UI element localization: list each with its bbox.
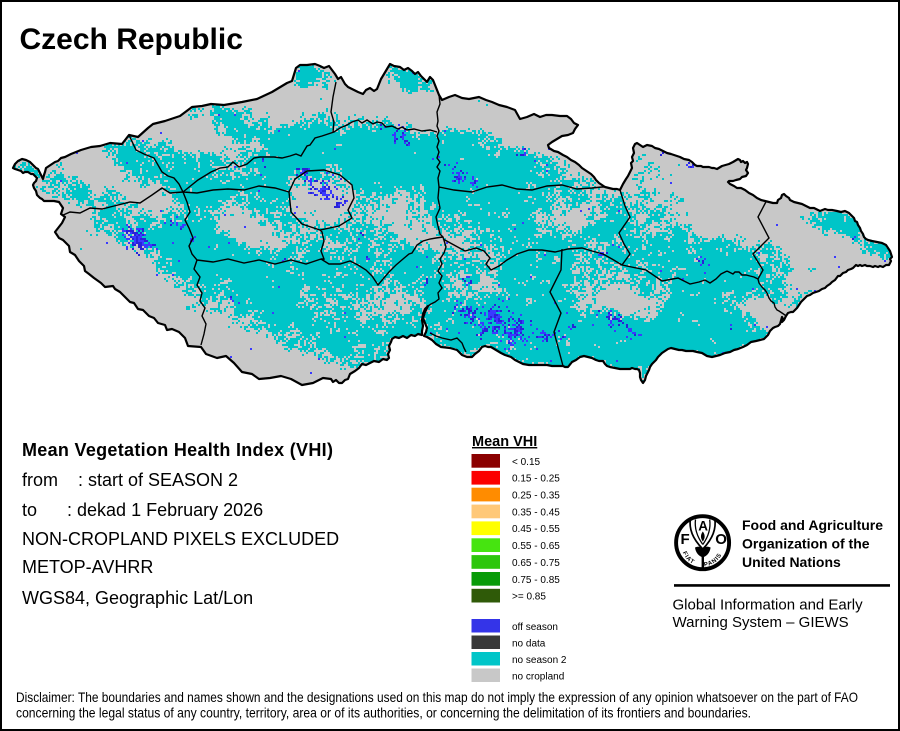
svg-text:Warning System – GIEWS: Warning System – GIEWS: [673, 614, 849, 631]
svg-text:< 0.15: < 0.15: [512, 457, 541, 468]
svg-text:>= 0.85: >= 0.85: [512, 592, 546, 603]
svg-text:0.65 - 0.75: 0.65 - 0.75: [512, 558, 560, 569]
svg-text:A: A: [698, 519, 708, 534]
svg-text:no data: no data: [512, 638, 546, 649]
svg-text:Disclaimer: The boundaries and: Disclaimer: The boundaries and names sho…: [16, 689, 858, 705]
svg-text:Mean Vegetation Health Index (: Mean Vegetation Health Index (VHI): [22, 440, 333, 460]
svg-text:from : start of SEASON 2: from : start of SEASON 2: [22, 470, 238, 490]
svg-text:off season: off season: [512, 622, 558, 633]
svg-text:Czech Republic: Czech Republic: [20, 23, 243, 56]
svg-text:O: O: [715, 531, 727, 548]
svg-text:United Nations: United Nations: [742, 554, 841, 570]
svg-text:NON-CROPLAND PIXELS EXCLUDED: NON-CROPLAND PIXELS EXCLUDED: [22, 529, 339, 549]
svg-text:METOP-AVHRR: METOP-AVHRR: [22, 557, 153, 577]
svg-text:Global Information and Early: Global Information and Early: [673, 597, 864, 614]
svg-text:Organization of the: Organization of the: [742, 536, 870, 552]
svg-text:0.15 - 0.25: 0.15 - 0.25: [512, 474, 560, 485]
svg-text:concerning the legal status of: concerning the legal status of any count…: [16, 705, 751, 721]
svg-text:WGS84, Geographic Lat/Lon: WGS84, Geographic Lat/Lon: [22, 588, 253, 608]
svg-text:0.55 - 0.65: 0.55 - 0.65: [512, 541, 560, 552]
svg-text:to : dekad 1 February 202: to : dekad 1 February 2026: [22, 500, 263, 520]
svg-text:Mean VHI: Mean VHI: [472, 434, 537, 450]
svg-text:Food and Agriculture: Food and Agriculture: [742, 517, 883, 533]
svg-text:no cropland: no cropland: [512, 671, 564, 682]
svg-text:0.45 - 0.55: 0.45 - 0.55: [512, 524, 560, 535]
svg-text:0.25 - 0.35: 0.25 - 0.35: [512, 491, 560, 502]
svg-text:0.75 - 0.85: 0.75 - 0.85: [512, 575, 560, 586]
svg-text:0.35 - 0.45: 0.35 - 0.45: [512, 507, 560, 518]
svg-text:F: F: [681, 531, 690, 548]
svg-text:no season 2: no season 2: [512, 655, 567, 666]
